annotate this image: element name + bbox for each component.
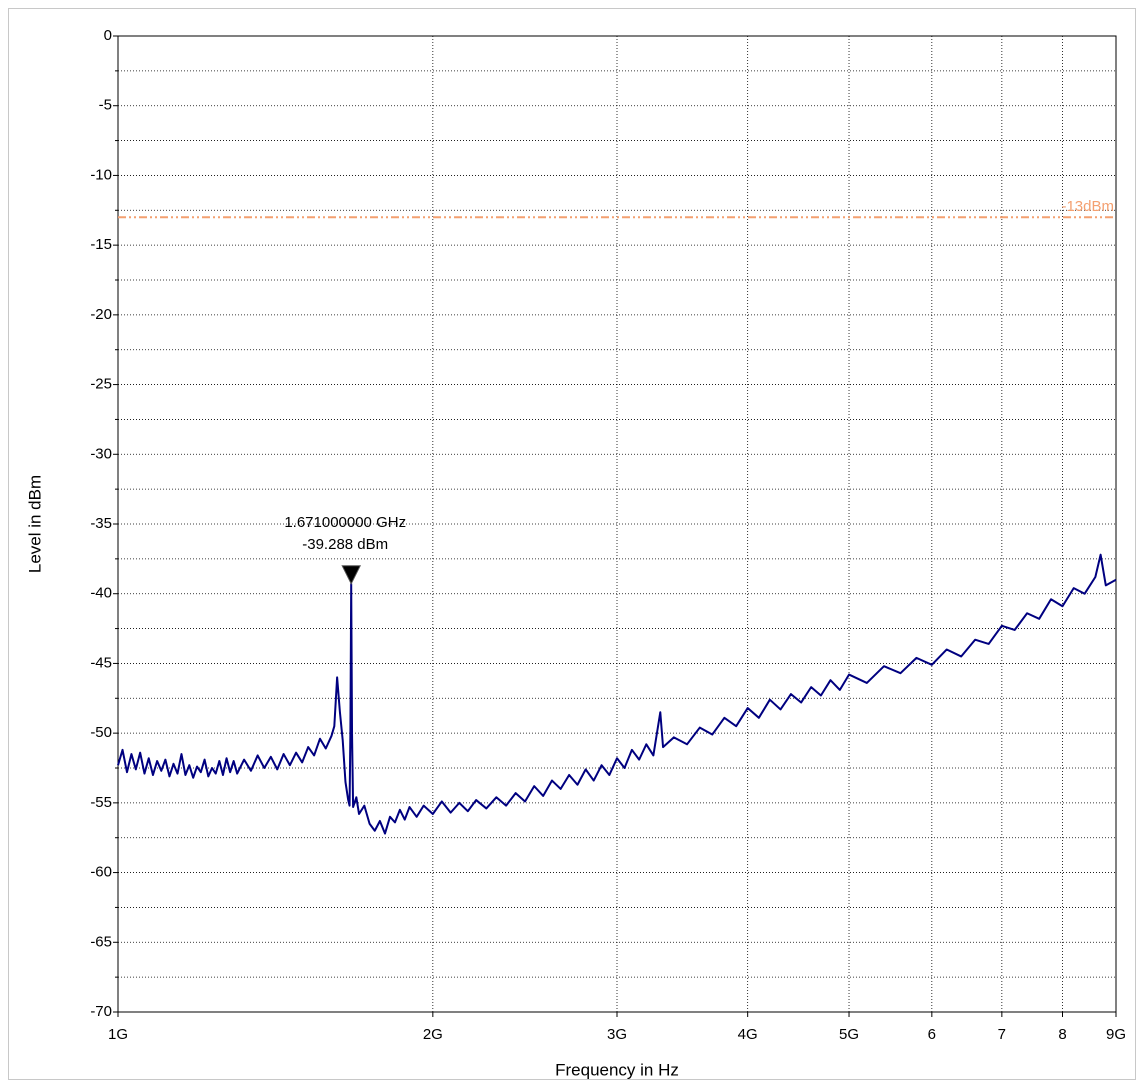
y-axis-label: Level in dBm (25, 475, 44, 573)
y-tick-label: -55 (90, 794, 112, 811)
x-tick-label: 4G (738, 1026, 758, 1043)
y-tick-label: -30 (90, 445, 112, 462)
x-tick-label: 9G (1106, 1026, 1126, 1043)
y-tick-label: 0 (104, 27, 112, 44)
y-tick-label: -5 (99, 97, 112, 114)
plot-border (117, 35, 1117, 1013)
marker-y-label: -39.288 dBm (302, 536, 388, 553)
y-tick-label: -65 (90, 933, 112, 950)
y-tick-label: -25 (90, 376, 112, 393)
x-tick-label: 1G (108, 1026, 128, 1043)
limit-label: -13dBm (1061, 198, 1114, 215)
trace (117, 553, 1117, 835)
y-tick-label: -50 (90, 724, 112, 741)
y-tick-label: -60 (90, 864, 112, 881)
y-tick-label: -35 (90, 515, 112, 532)
y-tick-label: -70 (90, 1003, 112, 1020)
y-tick-label: -45 (90, 654, 112, 671)
x-tick-label: 3G (607, 1026, 627, 1043)
marker (341, 565, 362, 585)
x-tick-label: 5G (839, 1026, 859, 1043)
x-tick-label: 8 (1058, 1026, 1066, 1043)
x-tick-label: 7 (998, 1026, 1006, 1043)
x-tick-label: 6 (928, 1026, 936, 1043)
frame (8, 8, 1136, 1080)
y-tick-label: -20 (90, 306, 112, 323)
x-tick-label: 2G (423, 1026, 443, 1043)
y-tick-label: -10 (90, 166, 112, 183)
y-tick-label: -40 (90, 585, 112, 602)
marker-x-label: 1.671000000 GHz (284, 514, 406, 531)
y-tick-label: -15 (90, 236, 112, 253)
x-axis-label: Frequency in Hz (555, 1060, 679, 1079)
